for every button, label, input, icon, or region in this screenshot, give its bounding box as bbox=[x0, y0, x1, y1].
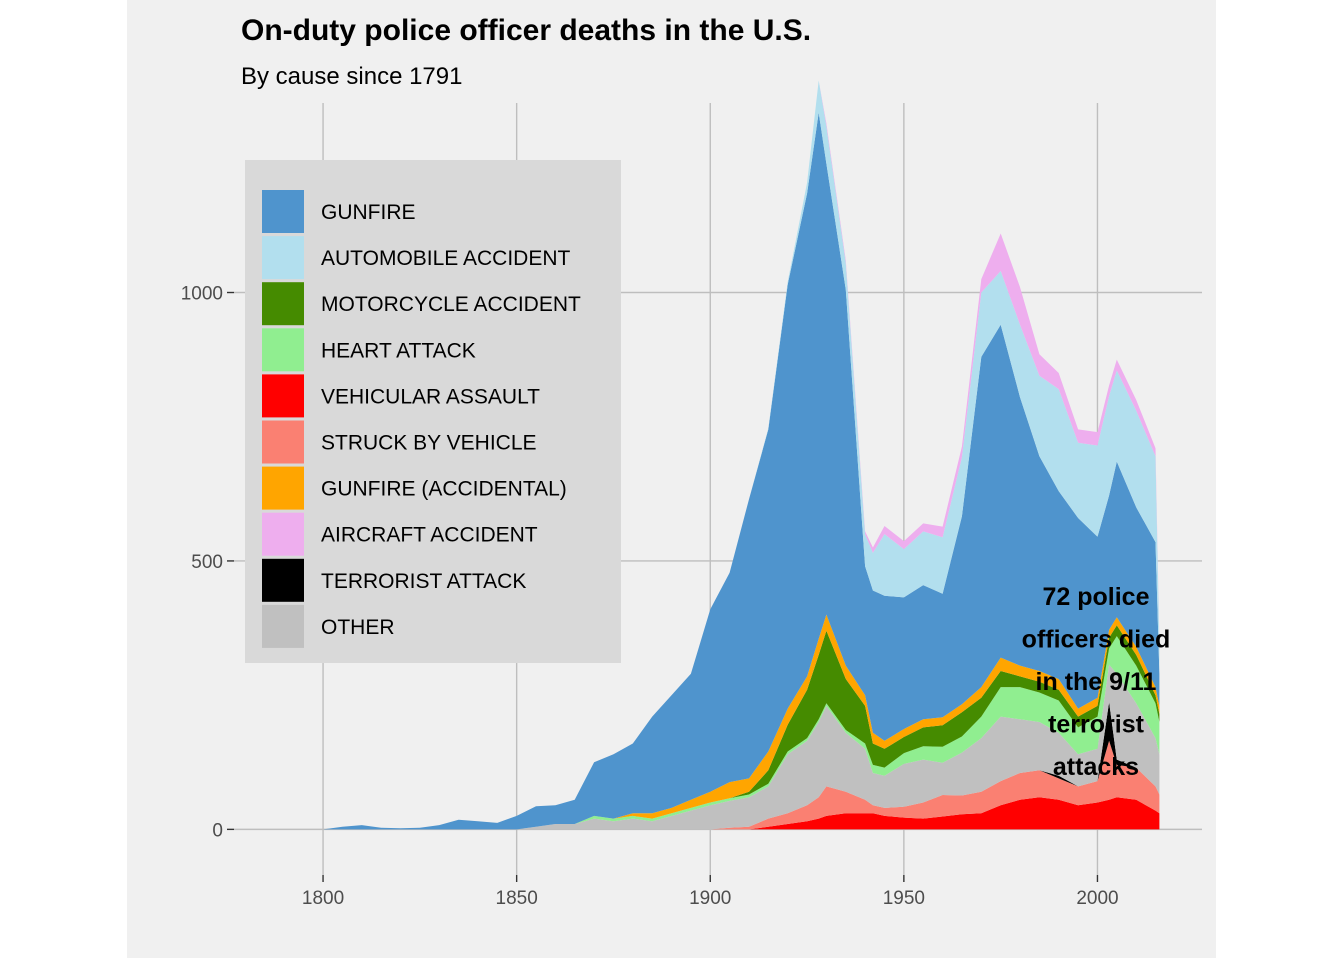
legend-label-2: MOTORCYCLE ACCIDENT bbox=[321, 293, 581, 316]
legend-key-6 bbox=[262, 466, 304, 510]
legend-label-6: GUNFIRE (ACCIDENTAL) bbox=[321, 478, 567, 501]
annotation-line-2: in the 9/11 bbox=[1036, 668, 1157, 696]
y-tick-label-2: 1000 bbox=[181, 284, 223, 305]
annotation-line-4: attacks bbox=[1053, 753, 1139, 781]
chart-subtitle: By cause since 1791 bbox=[241, 63, 462, 90]
legend-label-9: OTHER bbox=[321, 616, 395, 639]
legend: GUNFIRE AUTOMOBILE ACCIDENT MOTORCYCLE ACC… bbox=[245, 160, 621, 663]
area-series-6 bbox=[288, 614, 1160, 830]
legend-key-7 bbox=[262, 512, 304, 556]
axes: 1800 1850 1900 1950 2000 0 500 1000 bbox=[181, 284, 1119, 909]
legend-key-8 bbox=[262, 558, 304, 602]
area-series-group bbox=[288, 80, 1160, 830]
area-series-3 bbox=[288, 664, 1160, 830]
legend-label-1: AUTOMOBILE ACCIDENT bbox=[321, 247, 570, 270]
area-series-4 bbox=[288, 636, 1160, 830]
legend-label-7: AIRCRAFT ACCIDENT bbox=[321, 524, 538, 547]
annotation-line-1: officers died bbox=[1022, 626, 1171, 654]
annotation-line-0: 72 police bbox=[1043, 583, 1150, 611]
legend-label-0: GUNFIRE bbox=[321, 201, 416, 224]
y-tick-label-0: 0 bbox=[212, 820, 223, 841]
legend-key-4 bbox=[262, 374, 304, 418]
x-tick-label-4: 2000 bbox=[1076, 888, 1118, 909]
area-series-0 bbox=[288, 797, 1160, 830]
legend-key-3 bbox=[262, 328, 304, 372]
legend-label-5: STRUCK BY VEHICLE bbox=[321, 432, 537, 455]
annotation-group: 72 police officers died in the 9/11 terrori… bbox=[1022, 583, 1171, 781]
chart-title: On-duty police officer deaths in the U.S… bbox=[241, 14, 811, 47]
legend-key-5 bbox=[262, 420, 304, 464]
x-tick-label-1: 1850 bbox=[496, 888, 538, 909]
area-series-7 bbox=[288, 112, 1160, 830]
x-tick-label-2: 1900 bbox=[689, 888, 731, 909]
legend-label-3: HEART ATTACK bbox=[321, 339, 476, 362]
legend-key-1 bbox=[262, 236, 304, 280]
legend-key-9 bbox=[262, 604, 304, 648]
y-tick-label-1: 500 bbox=[191, 552, 223, 573]
x-tick-label-0: 1800 bbox=[302, 888, 344, 909]
legend-key-0 bbox=[262, 190, 304, 233]
legend-key-2 bbox=[262, 282, 304, 326]
legend-box bbox=[245, 160, 621, 663]
x-tick-label-3: 1950 bbox=[883, 888, 925, 909]
legend-label-4: VEHICULAR ASSAULT bbox=[321, 385, 540, 408]
annotation-line-3: terrorist bbox=[1048, 711, 1145, 739]
area-series-1 bbox=[288, 740, 1160, 830]
legend-label-8: TERRORIST ATTACK bbox=[321, 570, 526, 593]
